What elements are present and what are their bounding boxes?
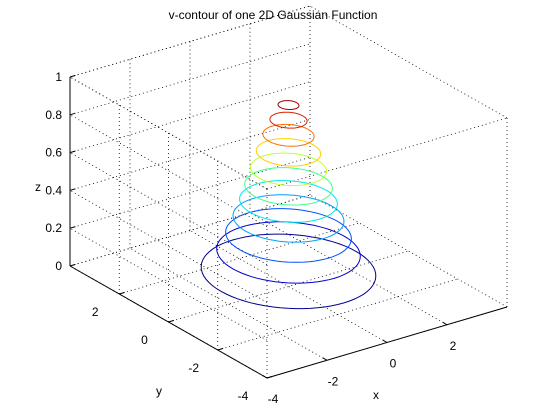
y-tick-mark [119,291,125,295]
x-tick-mark [382,339,388,343]
box-edge [69,194,311,267]
x-tick-mark [322,357,328,361]
left-wall-gridline-z [69,152,268,265]
x-tick-label: 2 [450,339,457,353]
back-wall-gridline-z [69,81,311,153]
left-wall-gridline-z [69,114,268,228]
contour-ring [244,167,333,206]
y-tick-label: 2 [92,305,99,319]
contour-ring [216,221,361,284]
contour-ring [232,194,345,243]
x-tick-label: 0 [390,357,397,371]
y-tick-label: -2 [188,361,199,375]
contour-rings [200,100,377,310]
z-tick-mark [69,263,76,267]
box-edge [69,76,268,190]
floor-gridline-x [189,230,388,343]
x-tick-mark [442,321,448,326]
z-tick-label: 0.4 [45,183,62,197]
x-tick-label: -4 [268,392,279,406]
x-tick-mark [262,375,268,379]
y-axis-label: y [156,384,162,398]
z-tick-mark [69,74,76,78]
floor-gridline-x [249,212,448,326]
z-tick-label: 0 [55,259,62,273]
y-tick-mark [266,375,273,379]
z-tick-label: 0.6 [45,146,62,160]
y-tick-mark [217,347,224,351]
floor-gridline-y [217,278,458,351]
floor-gridline-x [129,247,328,361]
back-wall-gridline-z [69,43,311,116]
left-wall-gridline-z [69,227,268,341]
contour-ring [277,100,300,110]
z-tick-label: 0.2 [45,221,62,235]
contour-ring [239,180,338,223]
x-axis-label: x [373,388,379,402]
z-tick-label: 0.8 [45,108,62,122]
axis-layer [69,74,508,379]
contour-ring [262,123,315,147]
y-tick-mark [168,319,175,323]
back-wall-gridline-z [69,119,311,191]
contour-ring [255,138,322,167]
box-edge [69,5,311,78]
floor-gridline-y [168,250,409,323]
contour-ring [249,152,328,187]
z-axis-label: z [35,180,41,194]
contour-ring [269,111,308,129]
y-tick-label: 0 [141,333,148,347]
z-tick-mark [69,150,76,154]
box-edge [309,194,508,308]
z-tick-mark [69,112,76,116]
floor-gridline-y [119,222,360,295]
left-wall-gridline-z [69,190,268,303]
y-tick-label: -4 [238,389,249,403]
box-edge [309,5,508,119]
z-tick-mark [69,226,76,229]
grid-layer [69,5,508,379]
box-edge [266,117,508,190]
x-tick-label: -2 [328,374,339,388]
z-tick-label: 1 [55,70,62,84]
z-tick-mark [69,188,76,191]
contour-ring [225,208,352,263]
chart-title: v-contour of one 2D Gaussian Function [169,8,378,22]
tick-labels: -4 -2 0 2 -4 -2 0 2 0 0.2 0.4 0.6 0.8 1 [45,70,456,406]
contour-ring [200,233,377,310]
